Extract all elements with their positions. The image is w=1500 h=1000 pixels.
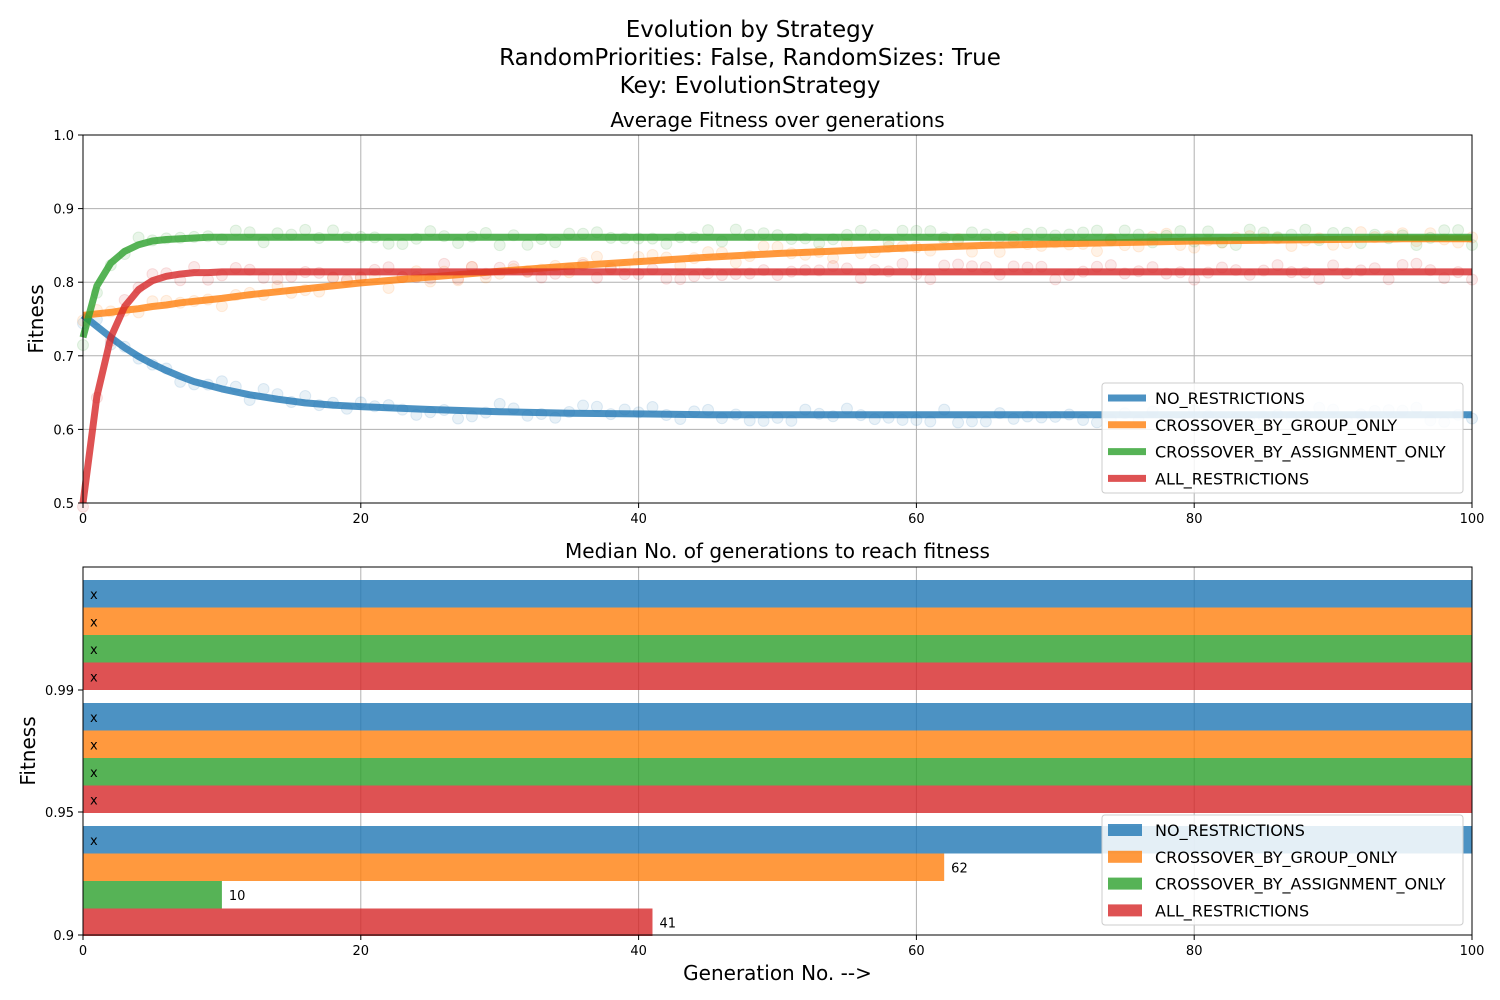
x-tick-label: 100 xyxy=(1460,512,1485,527)
bar-label: 41 xyxy=(659,916,676,931)
series-line-crossover-by-assignment-only xyxy=(79,233,1472,339)
x-tick-label: 0 xyxy=(79,944,87,959)
chart-title: Median No. of generations to reach fitne… xyxy=(565,539,990,563)
y-tick-label: 0.8 xyxy=(53,276,74,291)
scatter-point xyxy=(1243,223,1256,236)
bar xyxy=(83,785,1472,813)
bar-label: x xyxy=(90,711,98,726)
suptitle-line-3: Key: EvolutionStrategy xyxy=(619,73,881,99)
scatter-point xyxy=(952,258,965,271)
x-tick-label: 60 xyxy=(908,944,925,959)
legend-swatch xyxy=(1108,904,1142,917)
series-line-all-restrictions xyxy=(79,268,1472,504)
bar xyxy=(83,881,222,909)
y-tick-label: 0.6 xyxy=(53,423,74,438)
x-tick-label: 40 xyxy=(630,512,647,527)
bar xyxy=(83,730,1472,758)
x-tick-label: 80 xyxy=(1186,512,1203,527)
axes-frame xyxy=(82,134,1473,504)
bar xyxy=(83,662,1472,690)
bar xyxy=(83,703,1472,731)
legend-label: ALL_RESTRICTIONS xyxy=(1155,469,1309,489)
bar-label: x xyxy=(90,793,98,808)
x-tick-label: 0 xyxy=(79,512,87,527)
y-tick-label: 0.95 xyxy=(45,806,74,821)
bar-label: 62 xyxy=(951,861,968,876)
legend-label: CROSSOVER_BY_ASSIGNMENT_ONLY xyxy=(1155,443,1446,463)
legend-label: NO_RESTRICTIONS xyxy=(1155,389,1305,409)
scatter-point xyxy=(452,412,465,425)
y-axis-label: Fitness xyxy=(16,716,40,785)
y-tick-label: 0.7 xyxy=(53,350,74,365)
legend-box xyxy=(1101,382,1464,494)
bar xyxy=(83,758,1472,786)
x-tick-label: 60 xyxy=(908,512,925,527)
suptitle-line-2: RandomPriorities: False, RandomSizes: Tr… xyxy=(499,45,1001,71)
series-line-crossover-by-group-only xyxy=(82,235,1472,319)
legend-box xyxy=(1101,814,1464,926)
scatter-point xyxy=(299,223,312,236)
bar-label: x xyxy=(90,670,98,685)
scatter-point xyxy=(1188,273,1201,286)
y-tick-label: 1.0 xyxy=(53,129,74,144)
legend-label: CROSSOVER_BY_GROUP_ONLY xyxy=(1155,848,1397,868)
bar xyxy=(83,580,1472,608)
scatter-point xyxy=(1049,273,1062,286)
bar xyxy=(83,635,1472,663)
figure-suptitle: Evolution by Strategy RandomPriorities: … xyxy=(0,16,1500,100)
axes-frame xyxy=(82,566,1473,936)
y-tick-label: 0.9 xyxy=(53,203,74,218)
scatter-point xyxy=(521,238,534,251)
legend-label: CROSSOVER_BY_GROUP_ONLY xyxy=(1155,416,1397,436)
legend-swatch xyxy=(1108,877,1142,890)
y-axis-label: Fitness xyxy=(24,284,48,353)
x-axis-label: Generation No. --> xyxy=(683,961,872,985)
bar-label: x xyxy=(90,738,98,753)
legend: NO_RESTRICTIONS CROSSOVER_BY_GROUP_ONLY CR… xyxy=(1101,382,1464,494)
bar xyxy=(83,607,1472,635)
scatter-point xyxy=(438,257,451,270)
suptitle-line-1: Evolution by Strategy xyxy=(625,17,875,43)
bar-label: x xyxy=(90,615,98,630)
legend-label: CROSSOVER_BY_ASSIGNMENT_ONLY xyxy=(1155,875,1446,895)
line-chart: 0 20 40 60 80 100 0.5 0.6 0.7 0.8 0.9 1.0 Average Fi… xyxy=(24,108,1484,527)
scatter-point xyxy=(1090,245,1103,258)
x-tick-label: 80 xyxy=(1186,944,1203,959)
scatter-point xyxy=(757,240,770,253)
bar xyxy=(83,853,945,881)
legend-swatch xyxy=(1108,824,1142,836)
legend-swatch xyxy=(1108,850,1142,863)
bar-label: x xyxy=(90,834,98,849)
scatter-point xyxy=(577,399,590,412)
scatter-point xyxy=(896,257,909,270)
scatter-point xyxy=(952,416,965,429)
y-tick-label: 0.9 xyxy=(53,929,74,944)
x-tick-label: 20 xyxy=(353,512,370,527)
y-tick-label: 0.99 xyxy=(45,684,74,699)
scatter-point xyxy=(1299,223,1312,236)
chart-title: Average Fitness over generations xyxy=(610,108,944,132)
x-tick-label: 100 xyxy=(1460,944,1485,959)
scatter-point xyxy=(1090,416,1103,429)
legend-label: NO_RESTRICTIONS xyxy=(1155,821,1305,841)
bar-label: x xyxy=(90,766,98,781)
legend: NO_RESTRICTIONS CROSSOVER_BY_GROUP_ONLY CR… xyxy=(1101,814,1464,926)
bar-label: x xyxy=(90,588,98,603)
scatter-point xyxy=(493,397,506,410)
bar-label: 10 xyxy=(229,889,246,904)
bar xyxy=(83,908,653,936)
y-tick-label: 0.5 xyxy=(53,497,74,512)
x-tick-label: 40 xyxy=(630,944,647,959)
bar-label: x xyxy=(90,643,98,658)
scatter-point xyxy=(729,223,742,236)
scatter-point xyxy=(493,239,506,252)
scatter-point xyxy=(1410,257,1423,270)
legend-label: ALL_RESTRICTIONS xyxy=(1155,901,1309,921)
x-tick-label: 20 xyxy=(353,944,370,959)
